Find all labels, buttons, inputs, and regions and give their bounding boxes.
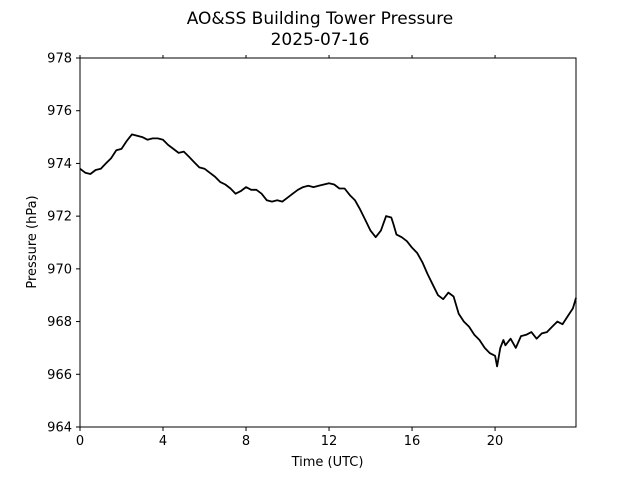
x-axis-ticks: 0 4 8 12 16 20	[76, 55, 503, 449]
chart-subtitle: 2025-07-16	[271, 30, 370, 50]
chart-title: AO&SS Building Tower Pressure	[187, 9, 454, 29]
x-tick-label: 4	[159, 434, 167, 449]
x-tick-label: 16	[404, 434, 421, 449]
x-tick-label: 8	[242, 434, 250, 449]
y-tick-label: 966	[47, 368, 72, 383]
plot-area	[79, 133, 577, 368]
y-tick-label: 970	[47, 262, 72, 277]
y-axis-label: Pressure (hPa)	[25, 195, 40, 288]
y-tick-label: 968	[47, 315, 72, 330]
plot-frame	[79, 57, 577, 428]
x-axis-label: Time (UTC)	[291, 455, 364, 470]
y-tick-label: 976	[47, 104, 72, 119]
x-tick-label: 0	[76, 434, 84, 449]
x-tick-label: 20	[487, 434, 504, 449]
series-line-pressure	[79, 133, 577, 368]
x-tick-label: 12	[321, 434, 338, 449]
y-tick-label: 972	[47, 210, 72, 225]
y-tick-label: 974	[47, 157, 72, 172]
y-axis-ticks: 964 966 968 970 972 974 976 978	[47, 52, 80, 436]
y-tick-label: 978	[47, 52, 72, 67]
y-tick-label: 964	[47, 421, 72, 436]
